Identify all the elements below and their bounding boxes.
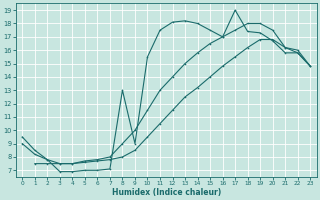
X-axis label: Humidex (Indice chaleur): Humidex (Indice chaleur) (112, 188, 221, 197)
